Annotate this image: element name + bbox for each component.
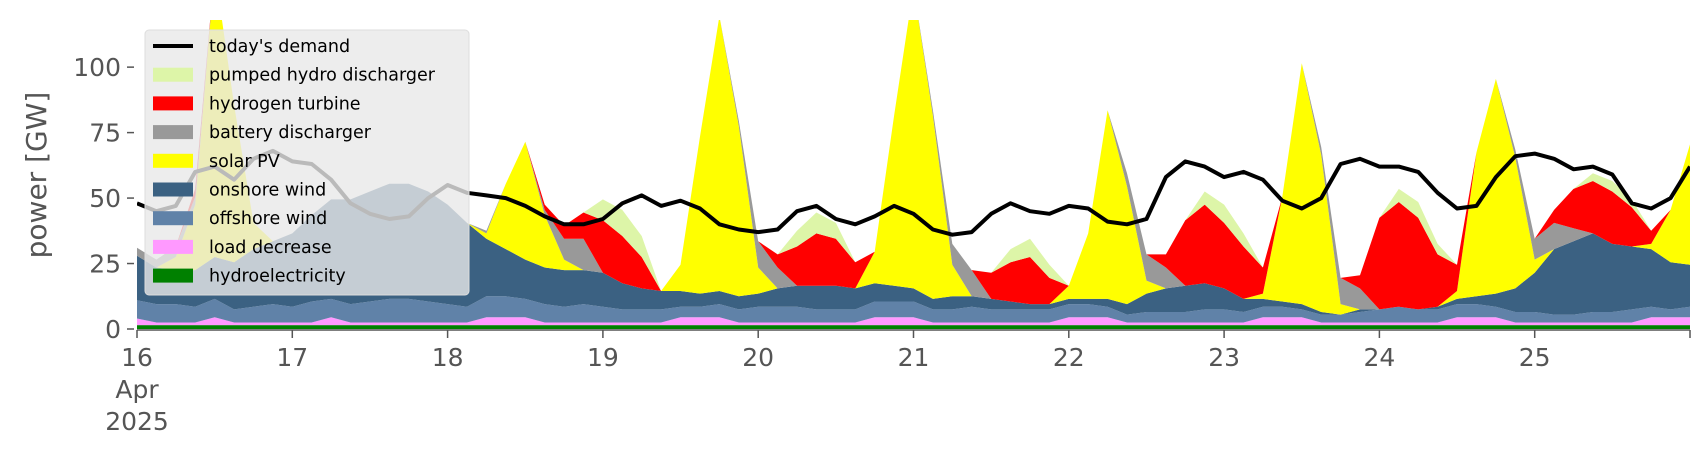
legend-item-hydroelectricity: hydroelectricity — [153, 267, 346, 287]
legend: today's demand pumped hydro discharger hyd… — [144, 29, 470, 296]
legend-label: hydroelectricity — [209, 267, 346, 287]
y-tick-label: 25 — [89, 250, 121, 279]
legend-item-hydrogen-turbine: hydrogen turbine — [153, 94, 361, 114]
legend-item-pumped-hydro-discharger: pumped hydro discharger — [153, 66, 436, 86]
legend-item-solar-pv: solar PV — [153, 152, 280, 172]
legend-item-today-s-demand: today's demand — [153, 37, 350, 57]
x-tick-label: 22 — [1053, 343, 1085, 372]
legend-item-onshore-wind: onshore wind — [153, 181, 326, 201]
y-tick-label: 75 — [89, 119, 121, 148]
legend-label: solar PV — [209, 152, 280, 172]
legend-item-load-decrease: load decrease — [153, 238, 332, 258]
x-tick-label: 18 — [432, 343, 464, 372]
legend-swatch — [153, 67, 193, 82]
area-load-decrease — [137, 317, 1690, 326]
area-solar-pv — [137, 20, 1690, 315]
legend-item-offshore-wind: offshore wind — [153, 209, 327, 229]
legend-label: onshore wind — [209, 181, 326, 201]
area-hydroelectricity — [137, 325, 1690, 329]
legend-label: load decrease — [209, 238, 332, 258]
legend-swatch — [153, 182, 193, 197]
legend-box — [144, 29, 470, 296]
x-tick-label: 25 — [1519, 343, 1551, 372]
legend-label: today's demand — [209, 37, 350, 57]
plot-area — [137, 20, 1690, 329]
legend-swatch — [153, 153, 193, 168]
x-tick-label: 19 — [587, 343, 619, 372]
legend-swatch — [153, 96, 193, 111]
x-tick-label: 23 — [1208, 343, 1240, 372]
legend-label: pumped hydro discharger — [209, 66, 436, 86]
legend-label: hydrogen turbine — [209, 94, 361, 114]
x-tick-label: 24 — [1363, 343, 1395, 372]
y-tick-label: 100 — [73, 53, 121, 82]
legend-swatch — [153, 125, 193, 140]
axes: 0 25 50 75 100 16 Apr 2025 17 18 19 20 21 22 23 24 25 — [73, 53, 1691, 436]
x-tick-label: 20 — [742, 343, 774, 372]
area-onshore-wind — [137, 183, 1690, 315]
x-tick-label: 21 — [898, 343, 930, 372]
area-offshore-wind — [137, 296, 1690, 323]
legend-swatch — [153, 268, 193, 283]
legend-swatch — [153, 239, 193, 254]
y-tick-label: 0 — [105, 315, 121, 344]
y-tick-label: 50 — [89, 184, 121, 213]
legend-label: offshore wind — [209, 209, 327, 229]
x-tick-label: 16 Apr 2025 — [105, 343, 169, 436]
legend-item-battery-discharger: battery discharger — [153, 123, 372, 143]
legend-label: battery discharger — [209, 123, 372, 143]
y-axis-label: power [GW] — [20, 92, 53, 259]
legend-swatch — [153, 211, 193, 226]
x-tick-label: 17 — [276, 343, 308, 372]
